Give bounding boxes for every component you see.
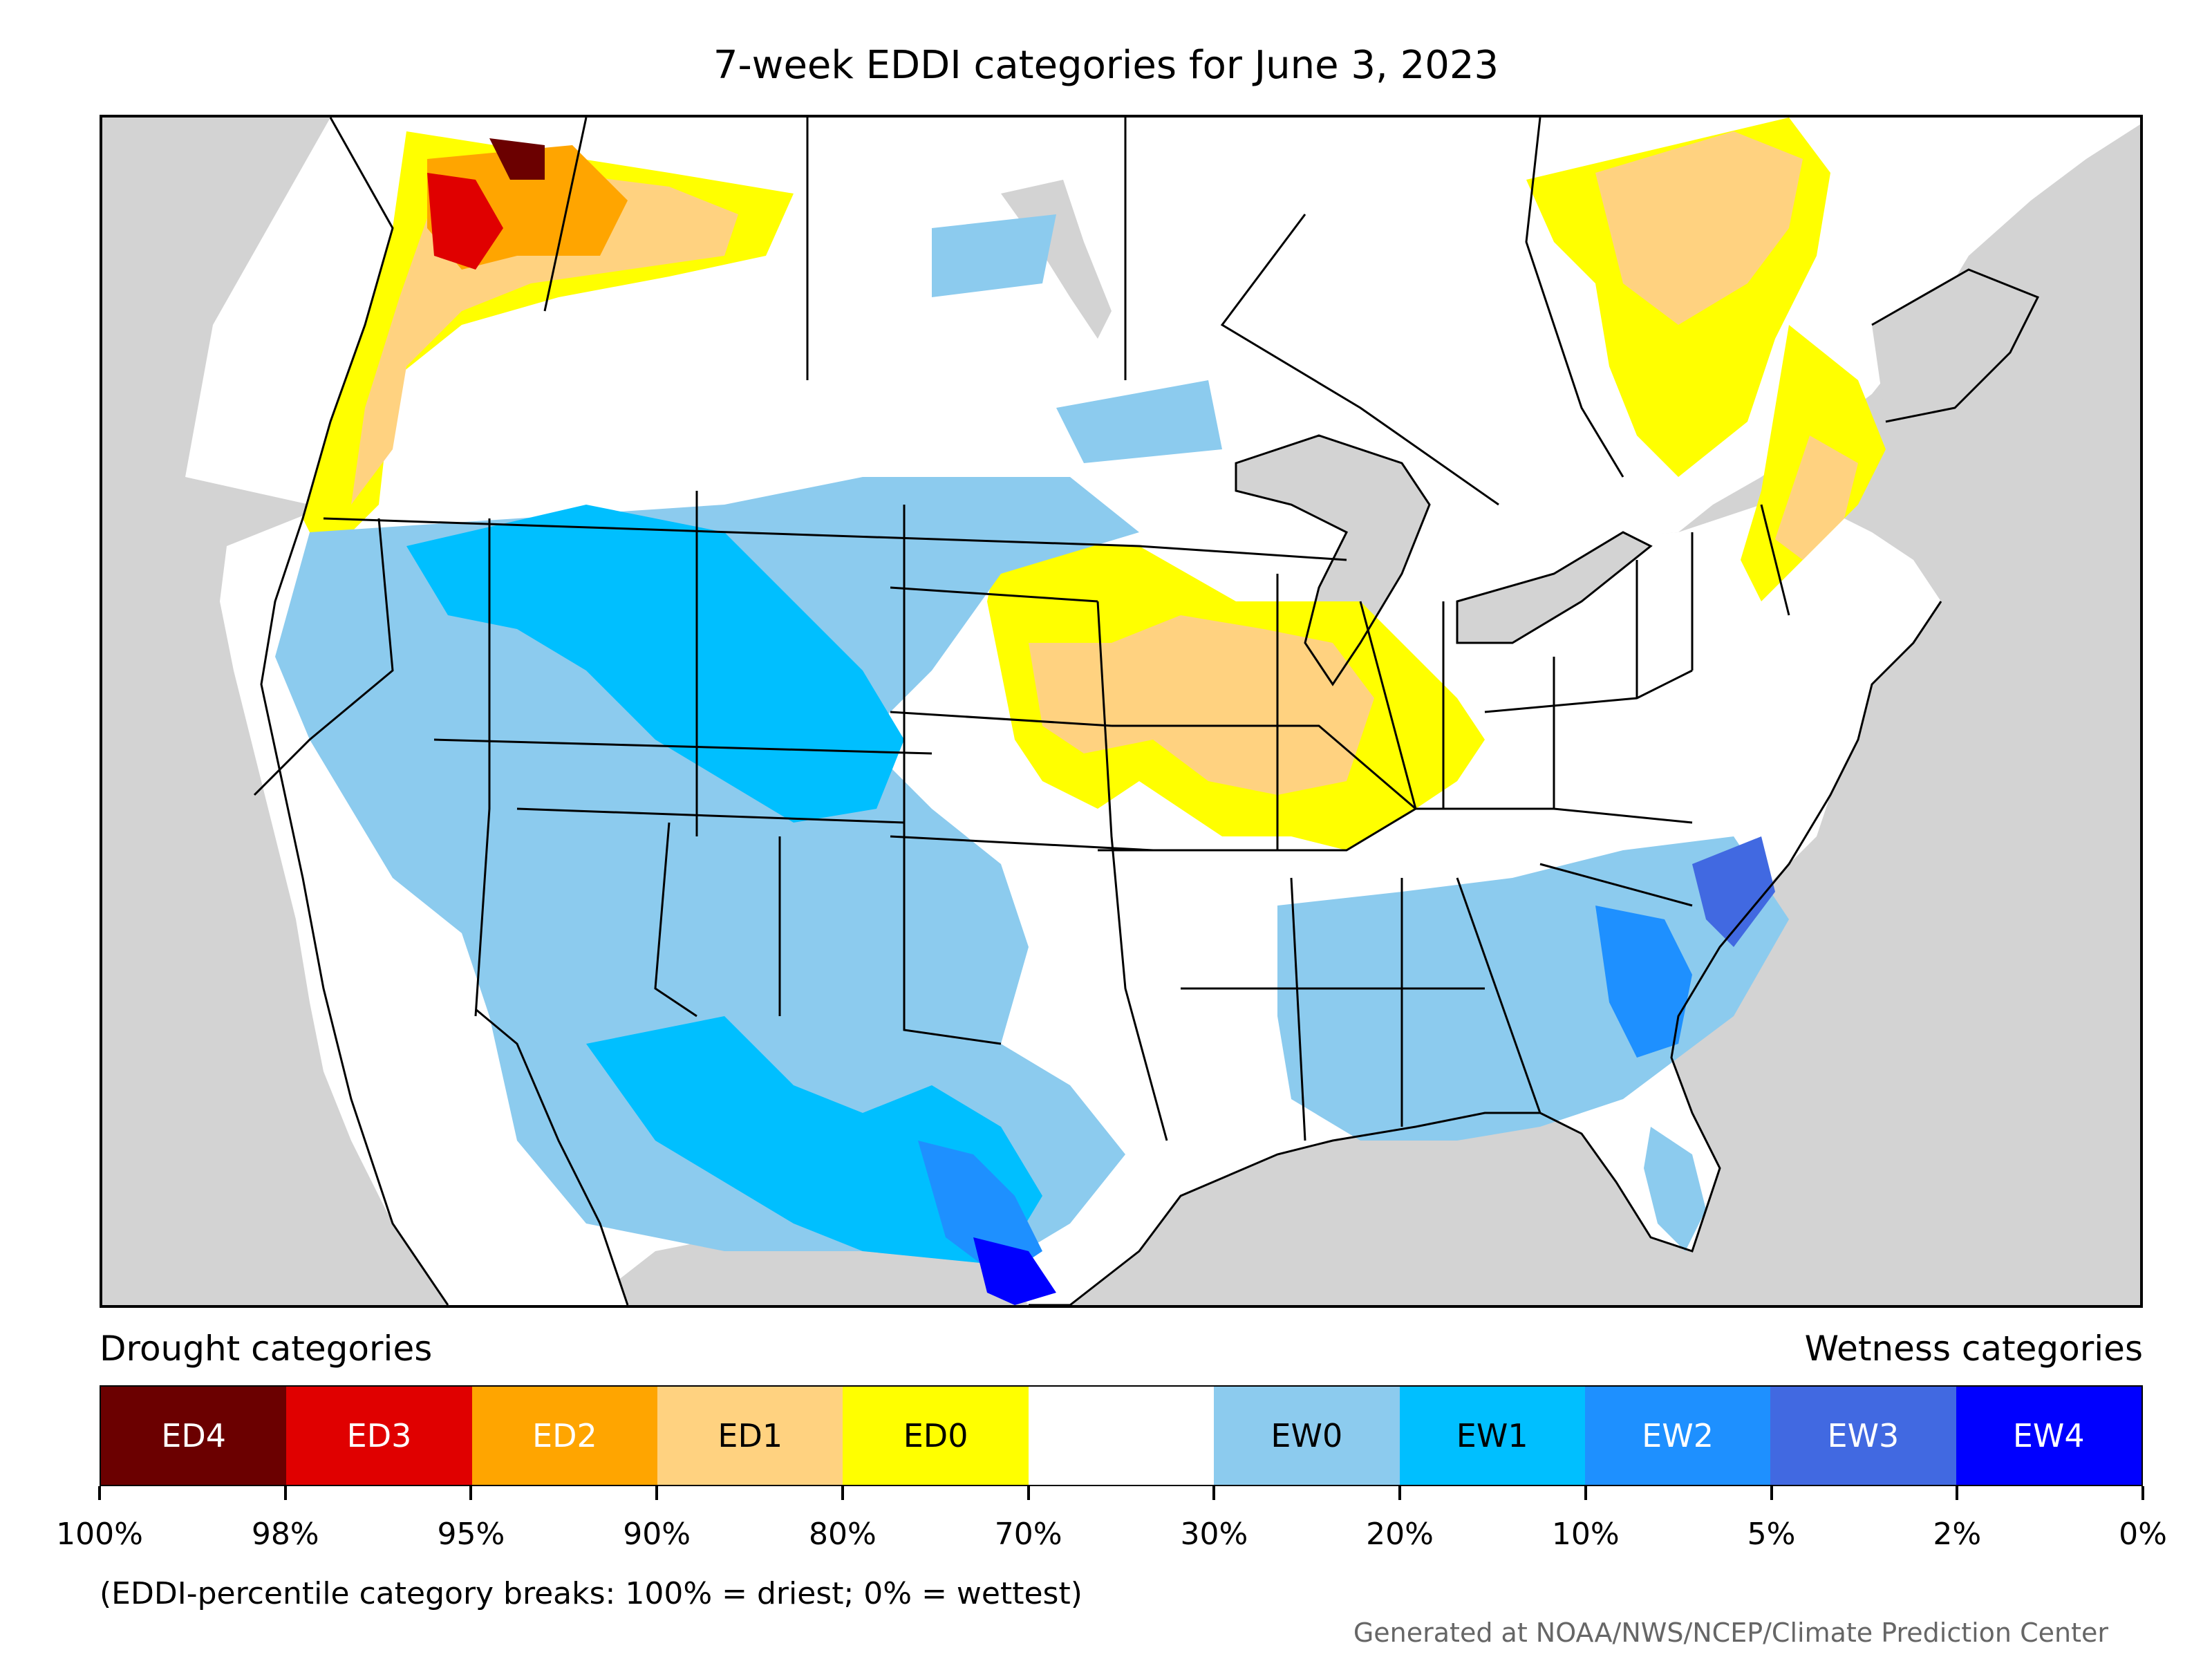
tick-mark — [2141, 1486, 2144, 1500]
tick-label: 80% — [809, 1517, 877, 1552]
tick-mark — [655, 1486, 659, 1500]
tick-mark — [1212, 1486, 1216, 1500]
colorbar-segment: EW2 — [1584, 1387, 1771, 1485]
bc-drought-ed4 — [489, 138, 545, 180]
colorbar-segment: EW0 — [1214, 1387, 1400, 1485]
bc-drought-ed3 — [427, 173, 503, 270]
tick-mark — [1584, 1486, 1587, 1500]
tick-mark — [1398, 1486, 1402, 1500]
midwest-drought-ed1 — [1029, 615, 1374, 795]
colorbar-segment: ED4 — [101, 1387, 287, 1485]
tick-mark — [469, 1486, 473, 1500]
colorbar-segment: ED1 — [657, 1387, 843, 1485]
colorbar-segment — [1028, 1387, 1215, 1485]
drought-categories-heading: Drought categories — [100, 1329, 433, 1369]
tick-label: 90% — [623, 1517, 691, 1552]
quebec-drought-ed1 — [1595, 131, 1803, 325]
political-boundaries — [253, 118, 1790, 1141]
tick-label: 100% — [56, 1517, 143, 1552]
new-england-drought-ed1 — [1775, 435, 1858, 560]
wetness-categories-heading: Wetness categories — [1804, 1329, 2143, 1369]
tick-mark — [841, 1486, 844, 1500]
lake-erie-ontario — [1457, 532, 1651, 643]
tick-label: 30% — [1180, 1517, 1248, 1552]
tick-mark — [1956, 1486, 1959, 1500]
southeast-wetness-ew2 — [1595, 906, 1692, 1058]
tick-label: 20% — [1366, 1517, 1434, 1552]
credit-line: Generated at NOAA/NWS/NCEP/Climate Predi… — [1353, 1618, 2108, 1648]
florida-wetness-ew0 — [1644, 1127, 1706, 1251]
map-title: 7-week EDDI categories for June 3, 2023 — [713, 43, 1499, 88]
percentile-note: (EDDI-percentile category breaks: 100% =… — [100, 1576, 1082, 1611]
colorbar-segment: ED0 — [843, 1387, 1029, 1485]
tick-label: 10% — [1551, 1517, 1620, 1552]
colorbar-segment: ED2 — [471, 1387, 658, 1485]
colorbar-segment: EW4 — [1956, 1387, 2141, 1485]
tick-mark — [283, 1486, 287, 1500]
eddi-map — [100, 115, 2143, 1308]
tick-mark — [1027, 1486, 1030, 1500]
southwest-wetness-ew1 — [586, 1016, 1042, 1265]
colorbar-segment: EW3 — [1770, 1387, 1956, 1485]
tick-label: 5% — [1747, 1517, 1796, 1552]
tick-mark — [98, 1486, 101, 1500]
colorbar-segment: EW1 — [1399, 1387, 1585, 1485]
tick-label: 2% — [1933, 1517, 1982, 1552]
eddi-map-canvas — [102, 118, 2140, 1305]
coastlines — [260, 118, 2040, 1305]
gulf-st-lawrence — [1872, 270, 2038, 422]
southeast-wetness-ew0 — [1277, 836, 1789, 1141]
colorbar-segment: ED3 — [286, 1387, 472, 1485]
south-texas-wetness-ew4 — [973, 1237, 1056, 1305]
category-colorbar: ED4 ED3 ED2 ED1 ED0 EW0 EW1 EW2 EW3 EW4 — [100, 1385, 2143, 1486]
tick-label: 0% — [2119, 1517, 2167, 1552]
south-texas-wetness-ew2 — [918, 1141, 1042, 1279]
tick-label: 98% — [251, 1517, 319, 1552]
dakota-wetness-ew0 — [932, 214, 1222, 463]
tick-mark — [1770, 1486, 1773, 1500]
percentile-ticks: 100% 98% 95% 90% 80% 70% 30% 20% 10% 5% 2% 0% — [56, 1486, 2167, 1552]
west-wetness-ew1 — [406, 505, 904, 823]
tick-label: 70% — [994, 1517, 1062, 1552]
carolina-coast-ew3 — [1692, 836, 1775, 947]
west-wetness-ew0 — [275, 477, 1139, 1265]
tick-label: 95% — [437, 1517, 505, 1552]
